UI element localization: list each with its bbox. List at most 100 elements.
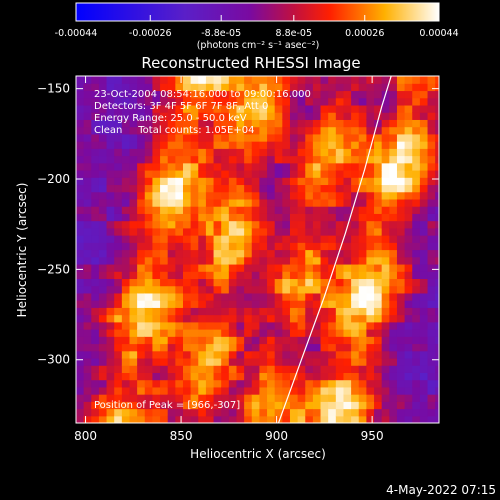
heatmap-cell [83,184,92,193]
heatmap-cell [351,83,360,92]
heatmap-cell [221,394,230,402]
heatmap-cell [305,76,314,84]
heatmap-cell [205,285,215,294]
heatmap-cell [129,235,138,243]
heatmap-cell [228,206,238,214]
heatmap-cell [427,408,436,417]
heatmap-cell [435,76,439,84]
heatmap-cell [419,177,429,186]
heatmap-cell [205,249,215,258]
heatmap-cell [182,357,192,366]
heatmap-cell [351,227,360,236]
heatmap-cell [259,76,268,84]
heatmap-cell [351,242,360,251]
heatmap-cell [190,133,199,142]
heatmap-cell [389,372,398,381]
heatmap-cell [312,206,322,214]
heatmap-cell [259,191,268,200]
heatmap-cell [259,162,268,171]
heatmap-cell [106,249,115,258]
heatmap-cell [152,213,161,222]
heatmap-cell [328,401,337,410]
heatmap-cell [91,126,100,135]
heatmap-cell [351,336,360,345]
heatmap-cell [328,169,337,178]
heatmap-cell [213,379,222,388]
heatmap-cell [305,321,314,330]
heatmap-cell [374,350,383,359]
heatmap-cell [374,198,383,207]
heatmap-cell [98,300,108,308]
heatmap-cell [182,350,192,359]
heatmap-cell [435,198,439,207]
heatmap-cell [91,336,100,345]
heatmap-cell [91,213,100,222]
heatmap-cell [366,213,375,222]
heatmap-cell [435,343,439,352]
heatmap-cell [167,408,176,417]
heatmap-cell [236,300,245,308]
heatmap-cell [381,321,390,330]
heatmap-cell [76,119,85,128]
heatmap-cell [366,97,375,106]
heatmap-cell [144,242,154,251]
heatmap-cell [167,321,176,330]
heatmap-cell [98,343,108,352]
heatmap-cell [205,292,215,301]
heatmap-cell [374,336,383,345]
heatmap-cell [328,155,337,164]
heatmap-cell [267,372,276,381]
heatmap-cell [259,141,268,149]
heatmap-cell [343,235,352,243]
heatmap-cell [412,126,421,135]
heatmap-cell [381,83,390,92]
heatmap-cell [236,97,245,106]
heatmap-cell [144,357,154,366]
heatmap-cell [328,97,337,106]
heatmap-cell [297,104,306,113]
heatmap-cell [305,97,314,106]
heatmap-cell [98,372,108,381]
heatmap-cell [358,314,367,323]
heatmap-cell [205,191,215,200]
heatmap-cell [129,350,138,359]
heatmap-cell [404,336,413,345]
heatmap-cell [419,97,429,106]
heatmap-cell [190,198,199,207]
heatmap-cell [182,278,192,287]
heatmap-cell [129,141,138,149]
heatmap-cell [427,177,436,186]
heatmap-cell [381,408,390,417]
heatmap-cell [259,394,268,402]
heatmap-cell [76,379,85,388]
heatmap-cell [190,112,199,120]
heatmap-cell [366,206,375,214]
heatmap-cell [137,256,146,265]
heatmap-cell [121,141,131,149]
heatmap-cell [358,365,367,373]
heatmap-cell [129,133,138,142]
heatmap-cell [152,242,161,251]
heatmap-cell [236,336,245,345]
heatmap-cell [358,83,367,92]
heatmap-cell [129,213,138,222]
heatmap-cell [175,408,184,417]
heatmap-cell [404,104,413,113]
heatmap-cell [160,206,169,214]
heatmap-cell [389,357,398,366]
heatmap-cell [328,357,337,366]
heatmap-cell [335,292,345,301]
colorbar-tick-label: 0.00044 [419,28,458,39]
heatmap-cell [137,220,146,229]
heatmap-cell [98,97,108,106]
heatmap-cell [129,249,138,258]
heatmap-cell [228,278,238,287]
heatmap-cell [213,83,222,92]
heatmap-cell [236,343,245,352]
heatmap-cell [144,213,154,222]
heatmap-cell [144,271,154,280]
heatmap-cell [152,350,161,359]
heatmap-cell [412,365,421,373]
heatmap-cell [435,162,439,171]
heatmap-cell [137,415,146,423]
